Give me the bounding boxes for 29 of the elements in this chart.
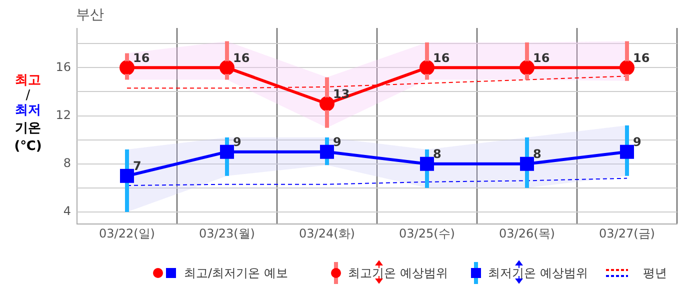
legend-label: 최고/최저기온 예보 — [184, 264, 288, 282]
data-label: 8 — [533, 147, 542, 161]
data-label: 16 — [633, 50, 650, 65]
y-tick-label: 8 — [63, 156, 71, 170]
text: 최고기온 예상범위 — [348, 264, 448, 282]
data-label: 9 — [233, 134, 242, 149]
line-series — [126, 178, 628, 186]
y-tick-label: 16 — [56, 60, 71, 74]
data-label: 16 — [233, 50, 250, 65]
data-label: 13 — [333, 86, 350, 101]
y-tick-label: 12 — [56, 108, 71, 122]
legend-label: 평년 — [643, 264, 667, 282]
x-tick-label: 03/24(화) — [299, 226, 355, 240]
data-label: 7 — [133, 159, 142, 174]
y-tick-label: 4 — [63, 204, 71, 218]
data-label: 16 — [133, 50, 150, 65]
chart-title: 부산 — [76, 6, 104, 24]
y-axis-title: 최고/최저 기온 (℃) — [13, 72, 43, 156]
data-label: 16 — [433, 50, 450, 65]
x-tick-label: 03/22(일) — [99, 226, 155, 240]
x-tick-label: 03/27(금) — [599, 226, 655, 240]
data-label: 8 — [433, 147, 442, 161]
x-tick-label: 03/25(수) — [399, 226, 455, 240]
x-tick-label: 03/26(목) — [499, 226, 555, 240]
data-label: 9 — [633, 134, 642, 149]
text: 최저기온 예상범위 — [488, 264, 588, 282]
data-label: 9 — [333, 134, 342, 149]
x-tick-label: 03/23(월) — [199, 226, 255, 240]
data-label: 16 — [533, 50, 550, 65]
